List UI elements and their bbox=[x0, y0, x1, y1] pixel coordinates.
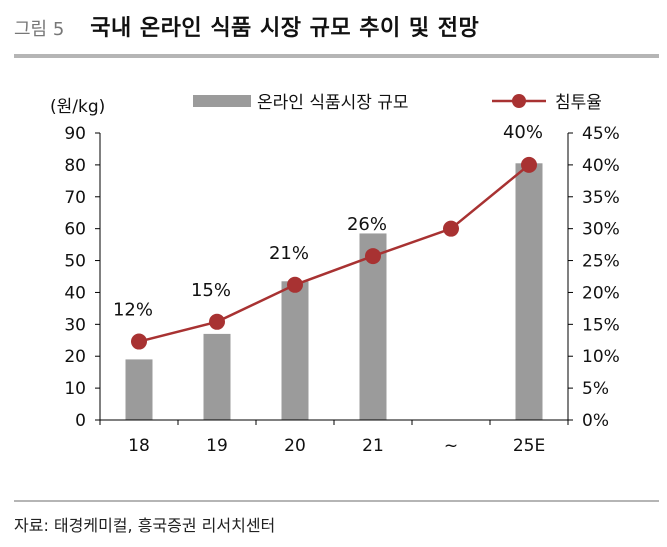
left-tick-label: 60 bbox=[64, 220, 86, 240]
line-point-20 bbox=[287, 276, 303, 293]
chart: 0 10 20 30 40 50 60 70 80 90 0% 5% 10% 15% 20% 25% 30% 35… bbox=[50, 93, 620, 456]
line-point-~ bbox=[443, 220, 459, 237]
figure-header: 그림 5 국내 온라인 식품 시장 규모 추이 및 전망 bbox=[14, 10, 480, 41]
legend-line-marker bbox=[512, 94, 526, 108]
bar-25e bbox=[515, 163, 543, 421]
x-tick-label: 20 bbox=[284, 436, 306, 456]
x-tick-label: 18 bbox=[128, 436, 150, 456]
right-tick-label: 5% bbox=[582, 379, 609, 399]
left-tick-label: 0 bbox=[75, 411, 86, 431]
line-data-label: 15% bbox=[191, 280, 231, 301]
x-tick-label: 25E bbox=[513, 436, 545, 456]
bar-19 bbox=[203, 333, 231, 420]
left-tick-label: 10 bbox=[64, 379, 86, 399]
left-tick-label: 50 bbox=[64, 252, 86, 272]
figure-label: 그림 5 bbox=[14, 19, 65, 40]
left-tick-label: 90 bbox=[64, 124, 86, 144]
line-data-label: 21% bbox=[269, 243, 309, 264]
legend-line-label: 침투율 bbox=[555, 93, 602, 113]
bar-21 bbox=[359, 233, 387, 420]
line-data-label: 12% bbox=[113, 300, 153, 321]
x-tick-label: ~ bbox=[444, 436, 458, 456]
right-tick-label: 0% bbox=[582, 411, 609, 431]
line-point-21 bbox=[365, 248, 381, 265]
right-tick-label: 20% bbox=[582, 283, 620, 303]
line-point-25e bbox=[521, 156, 537, 173]
right-tick-label: 35% bbox=[582, 188, 620, 208]
line-point-19 bbox=[209, 313, 225, 330]
left-tick-label: 40 bbox=[64, 283, 86, 303]
right-tick-label: 15% bbox=[582, 315, 620, 335]
top-rule bbox=[14, 54, 659, 58]
line-point-18 bbox=[131, 333, 147, 350]
x-tick-label: 21 bbox=[362, 436, 384, 456]
right-tick-label: 10% bbox=[582, 347, 620, 367]
bar-18 bbox=[125, 359, 153, 420]
right-tick-label: 45% bbox=[582, 124, 620, 144]
right-tick-label: 40% bbox=[582, 156, 620, 176]
line-data-label: 26% bbox=[347, 214, 387, 235]
legend-bar-swatch bbox=[193, 95, 251, 107]
source-note: 자료: 태경케미컬, 흥국증권 리서치센터 bbox=[14, 516, 276, 535]
right-tick-label: 25% bbox=[582, 252, 620, 272]
left-tick-label: 80 bbox=[64, 156, 86, 176]
line-penetration-rate bbox=[138, 163, 530, 343]
bottom-rule bbox=[14, 500, 659, 502]
figure-title: 국내 온라인 식품 시장 규모 추이 및 전망 bbox=[90, 16, 480, 41]
left-tick-label: 70 bbox=[64, 188, 86, 208]
x-tick-label: 19 bbox=[206, 436, 228, 456]
right-tick-label: 30% bbox=[582, 220, 620, 240]
left-axis-unit: (원/kg) bbox=[50, 97, 105, 117]
line-data-label: 40% bbox=[503, 122, 543, 143]
left-tick-label: 20 bbox=[64, 347, 86, 367]
legend-bar-label: 온라인 식품시장 규모 bbox=[257, 93, 409, 113]
left-tick-label: 30 bbox=[64, 315, 86, 335]
bar-20 bbox=[281, 281, 309, 420]
